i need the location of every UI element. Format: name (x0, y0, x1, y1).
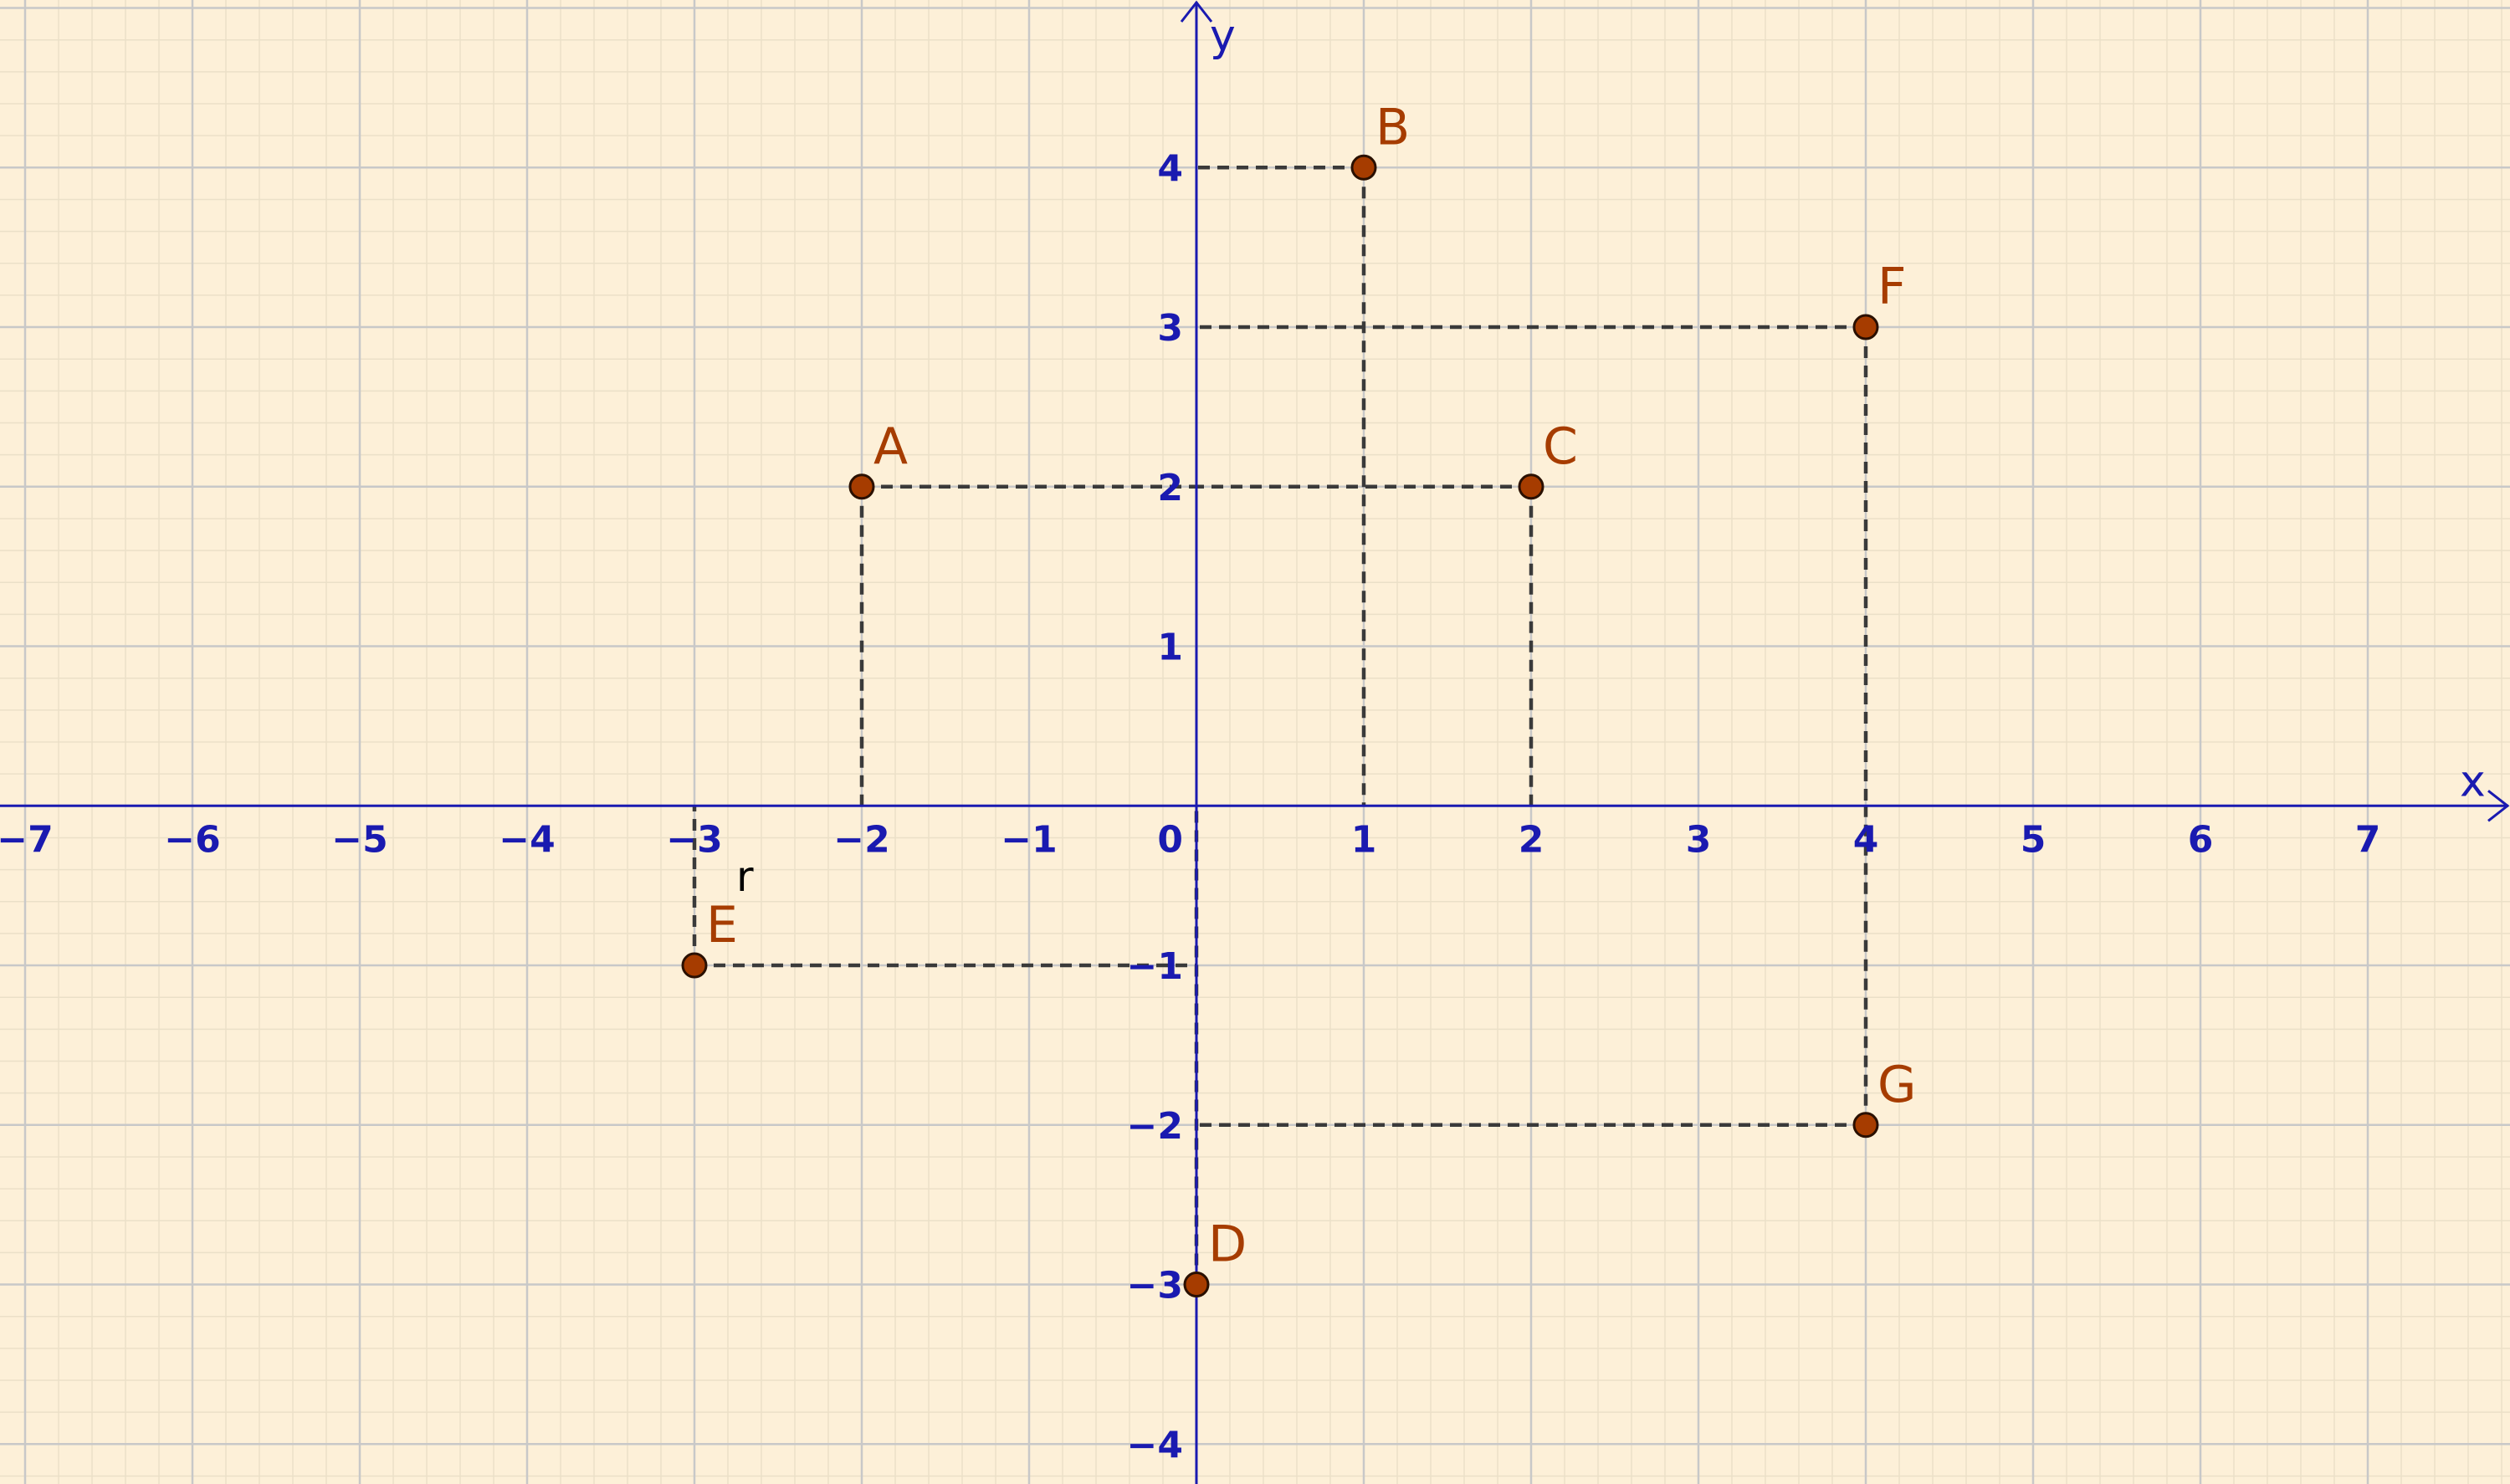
x-tick-label: −6 (164, 818, 220, 861)
point-e[interactable] (681, 952, 708, 979)
x-tick-label: 1 (1351, 818, 1377, 861)
x-axis-label: x (2460, 756, 2486, 806)
point-label-c: C (1543, 417, 1578, 476)
y-tick-label: −2 (1127, 1105, 1183, 1148)
y-tick-label: 4 (1157, 147, 1183, 190)
points (681, 154, 1879, 1298)
y-tick-label: 3 (1157, 307, 1183, 350)
point-label-f: F (1877, 258, 1907, 316)
point-d[interactable] (1183, 1272, 1210, 1298)
point-label-e: E (706, 896, 738, 954)
point-b[interactable] (1350, 154, 1377, 181)
point-label-d: D (1208, 1215, 1247, 1274)
x-tick-label: 2 (1519, 818, 1544, 861)
point-label-a: A (873, 417, 908, 476)
y-tick-label: −3 (1127, 1265, 1183, 1307)
point-c[interactable] (1518, 473, 1544, 500)
origin-label: 0 (1157, 818, 1183, 861)
x-tick-label: 4 (1853, 818, 1879, 861)
x-tick-label: 6 (2188, 818, 2214, 861)
point-label-g: G (1877, 1056, 1917, 1114)
x-tick-label: 3 (1686, 818, 1712, 861)
y-tick-label: −4 (1127, 1424, 1183, 1466)
x-tick-label: −7 (0, 818, 54, 861)
point-labels: A B C D E F Gr (706, 98, 1917, 1273)
y-axis-label: y (1210, 11, 1236, 61)
x-tick-label: 7 (2355, 818, 2381, 861)
x-tick-label: −4 (499, 818, 555, 861)
point-label-b: B (1375, 98, 1410, 156)
x-tick-label: −2 (833, 818, 889, 861)
point-a[interactable] (848, 473, 875, 500)
y-tick-label: 1 (1157, 627, 1183, 669)
x-tick-label: −5 (331, 818, 387, 861)
x-tick-label: −3 (666, 818, 722, 861)
tick-labels: −7 −6 −5 −4 −3 −2 −1 1 2 3 4 5 6 7 −4 −3 −2 −1 1 2 3 4 0 (0, 147, 2380, 1466)
x-tick-label: −1 (1001, 818, 1057, 861)
y-tick-label: 2 (1157, 467, 1183, 509)
x-axis-arrow (2487, 790, 2510, 822)
point-f[interactable] (1852, 314, 1879, 340)
y-axis-arrow (1180, 0, 1213, 23)
x-tick-label: 5 (2021, 818, 2046, 861)
text-label-r: r (736, 852, 754, 901)
y-tick-label: −1 (1127, 945, 1183, 988)
point-g[interactable] (1852, 1112, 1879, 1139)
